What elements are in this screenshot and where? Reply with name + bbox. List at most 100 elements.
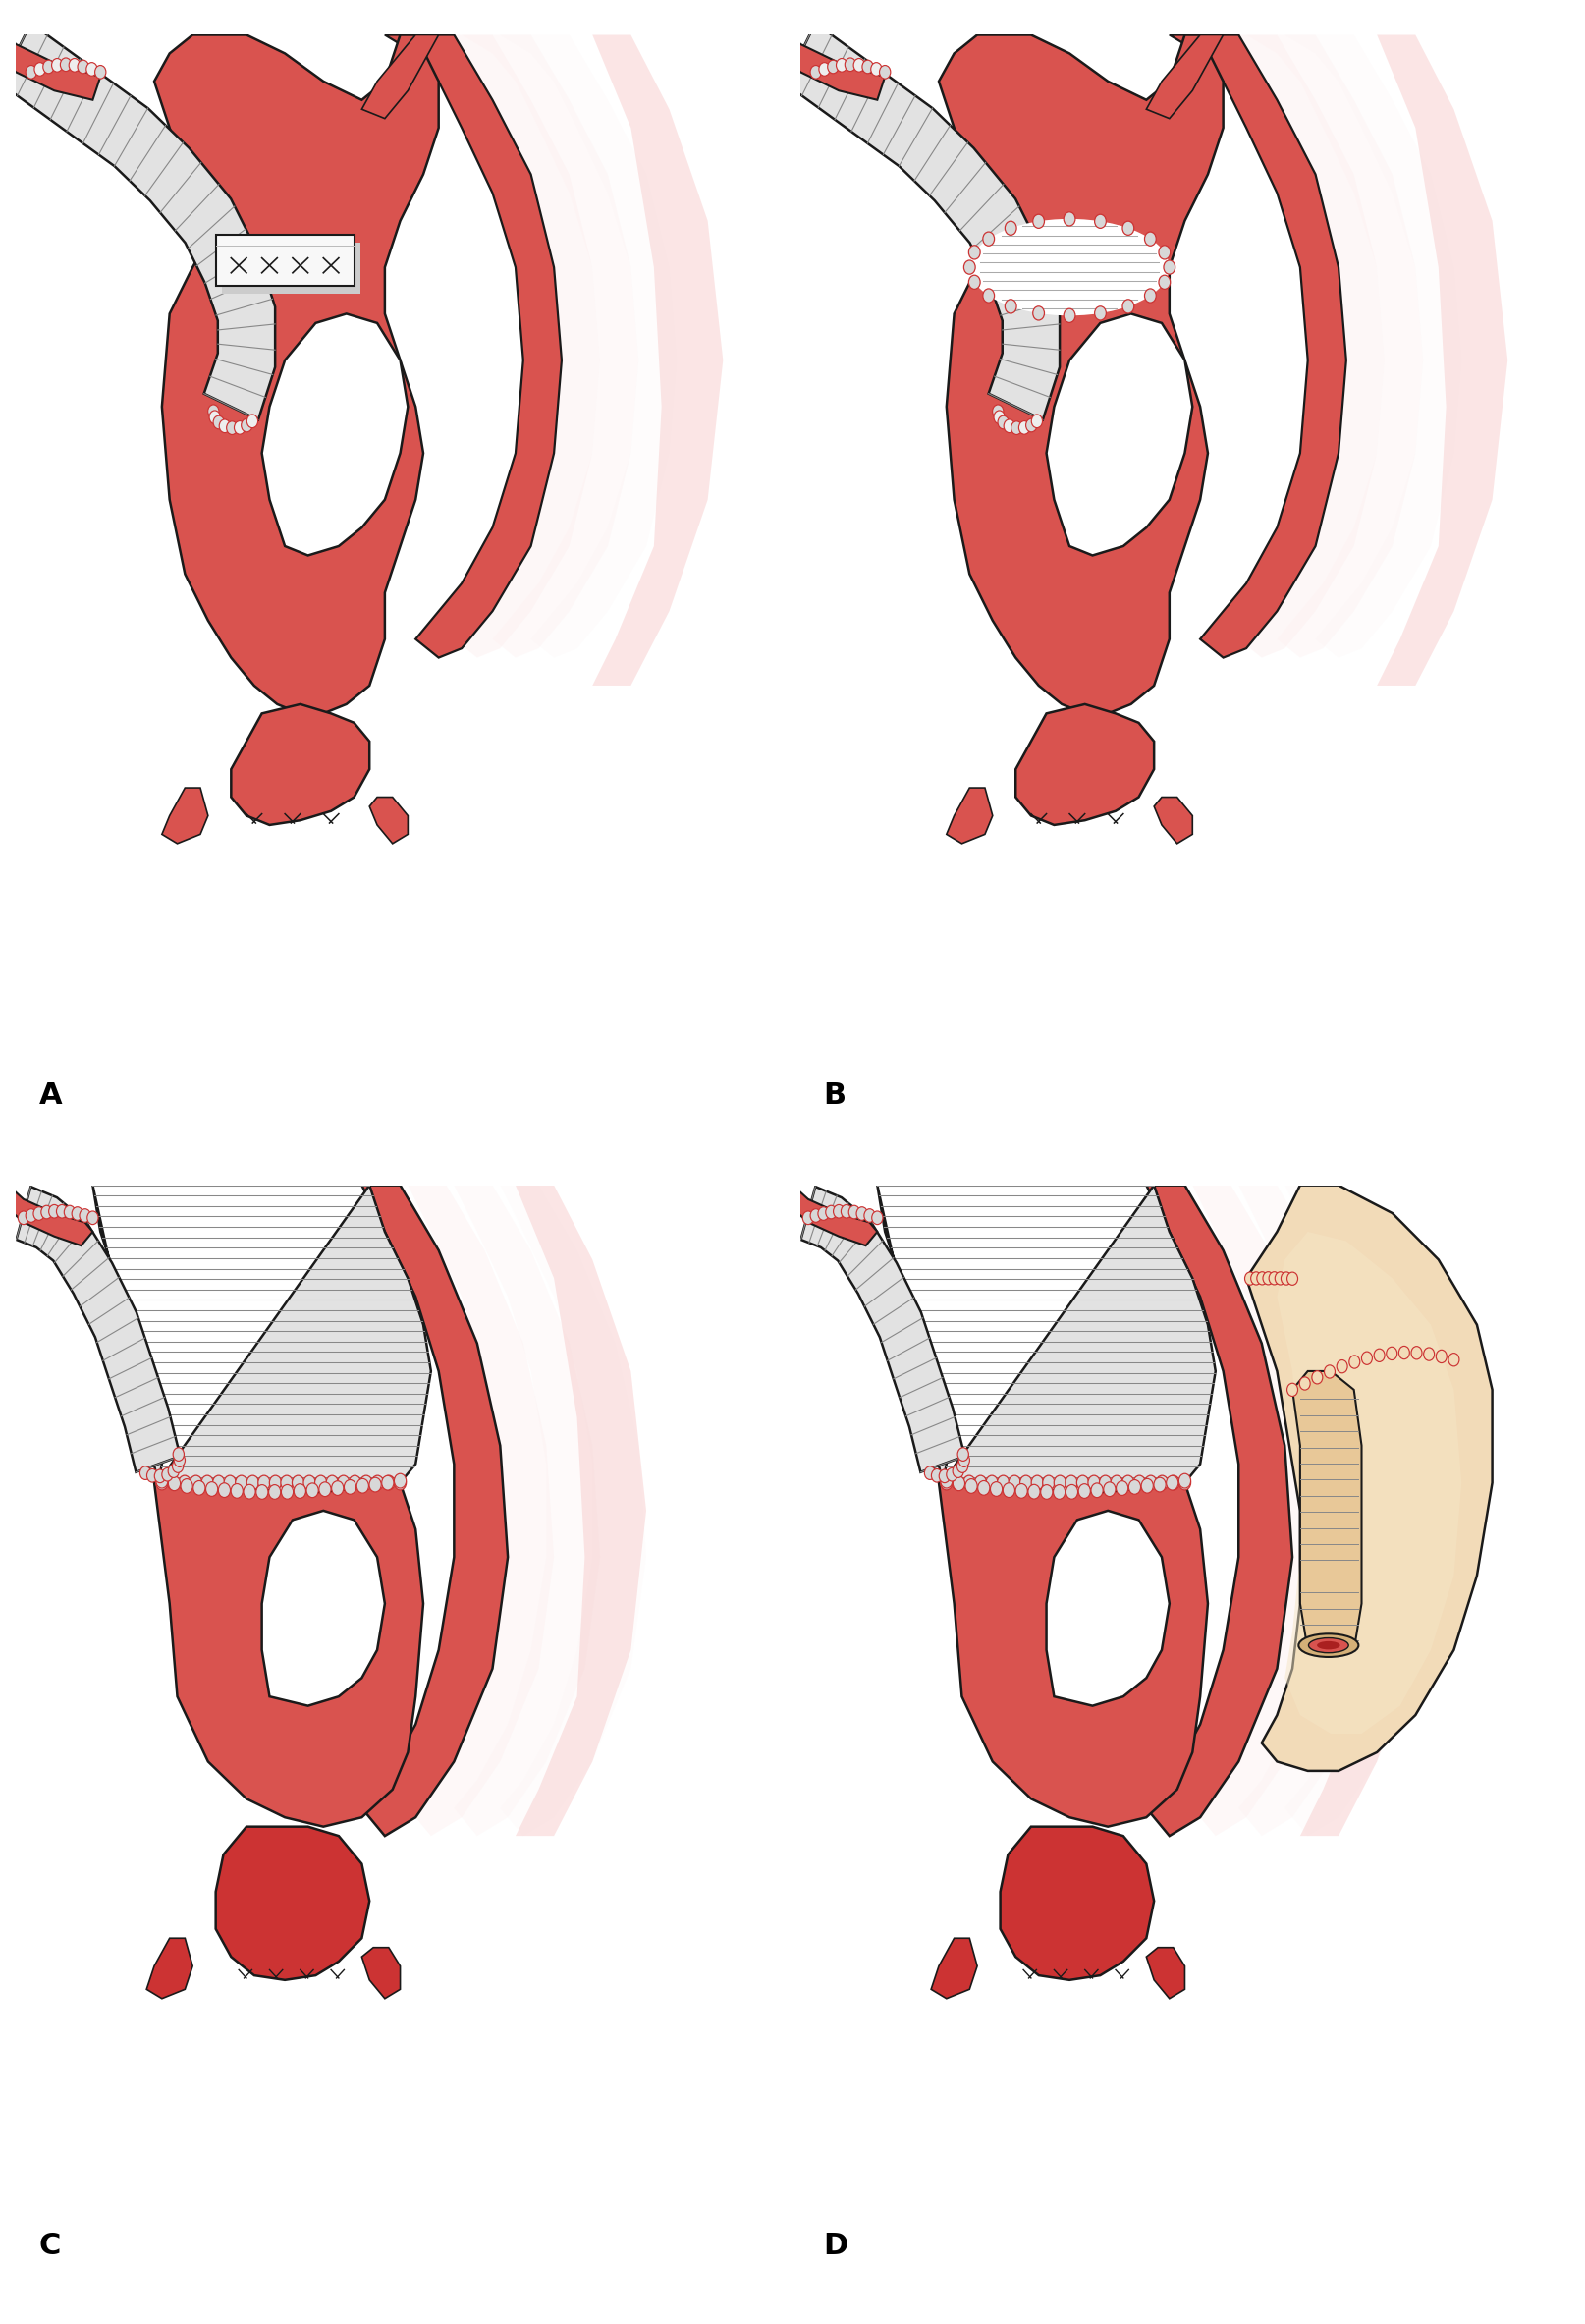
Circle shape	[880, 65, 891, 79]
Circle shape	[1387, 1348, 1396, 1360]
Circle shape	[1003, 1483, 1014, 1497]
Circle shape	[41, 1206, 52, 1218]
Circle shape	[52, 58, 63, 72]
Circle shape	[1411, 1346, 1422, 1360]
Circle shape	[1159, 246, 1170, 260]
Circle shape	[810, 1208, 821, 1222]
Circle shape	[223, 1476, 236, 1490]
Circle shape	[1019, 421, 1030, 435]
Circle shape	[1054, 1476, 1067, 1490]
Circle shape	[940, 1476, 953, 1490]
Circle shape	[25, 65, 36, 79]
Circle shape	[293, 1483, 306, 1499]
Polygon shape	[162, 788, 208, 844]
Polygon shape	[1146, 1185, 1292, 1836]
Circle shape	[1032, 414, 1043, 428]
Circle shape	[1281, 1271, 1292, 1285]
Polygon shape	[1278, 1232, 1461, 1734]
Circle shape	[371, 1476, 384, 1490]
Polygon shape	[361, 1325, 415, 1464]
Circle shape	[1111, 1476, 1122, 1490]
Circle shape	[1144, 1476, 1157, 1490]
Circle shape	[1025, 418, 1037, 432]
Circle shape	[818, 1206, 829, 1220]
Circle shape	[147, 1469, 158, 1483]
Polygon shape	[800, 1188, 965, 1471]
Circle shape	[269, 1485, 281, 1499]
Circle shape	[1167, 1476, 1178, 1490]
Circle shape	[214, 416, 223, 430]
Circle shape	[870, 63, 881, 77]
Polygon shape	[216, 1827, 369, 1980]
Circle shape	[1029, 1485, 1040, 1499]
Polygon shape	[1246, 1185, 1493, 1771]
Polygon shape	[154, 1464, 423, 1827]
Polygon shape	[8, 1185, 92, 1246]
Polygon shape	[1146, 1948, 1186, 1999]
Circle shape	[1090, 1483, 1103, 1497]
Circle shape	[201, 1476, 214, 1490]
Circle shape	[819, 63, 831, 77]
Circle shape	[139, 1466, 151, 1480]
Polygon shape	[1046, 314, 1192, 555]
Polygon shape	[262, 1511, 385, 1706]
Polygon shape	[2, 23, 276, 421]
Circle shape	[837, 58, 848, 72]
Polygon shape	[1146, 1325, 1200, 1464]
Circle shape	[219, 418, 230, 432]
Circle shape	[957, 1459, 968, 1473]
Circle shape	[1274, 1271, 1285, 1285]
Polygon shape	[930, 1938, 978, 1999]
Circle shape	[35, 63, 46, 77]
Circle shape	[924, 1466, 935, 1480]
Circle shape	[802, 1211, 813, 1225]
Polygon shape	[146, 1938, 193, 1999]
Polygon shape	[1146, 35, 1224, 119]
Circle shape	[983, 232, 994, 246]
Circle shape	[842, 1204, 853, 1218]
Circle shape	[1116, 1480, 1129, 1494]
Circle shape	[1362, 1353, 1373, 1364]
Circle shape	[1032, 1476, 1043, 1490]
Circle shape	[319, 1483, 331, 1497]
Circle shape	[87, 1211, 98, 1225]
Polygon shape	[515, 1185, 647, 1836]
Circle shape	[49, 1204, 60, 1218]
Circle shape	[244, 1485, 255, 1499]
Circle shape	[1011, 421, 1022, 435]
Circle shape	[1179, 1473, 1190, 1487]
Polygon shape	[8, 35, 100, 100]
Circle shape	[1374, 1348, 1385, 1362]
Circle shape	[946, 1469, 957, 1480]
Circle shape	[848, 1206, 859, 1218]
Polygon shape	[222, 242, 360, 293]
Circle shape	[208, 404, 219, 418]
Circle shape	[1129, 1480, 1141, 1494]
Polygon shape	[231, 704, 369, 825]
Circle shape	[964, 260, 975, 274]
Circle shape	[327, 1476, 338, 1490]
Circle shape	[43, 60, 54, 74]
Circle shape	[78, 60, 89, 74]
Circle shape	[845, 58, 856, 72]
Circle shape	[231, 1483, 243, 1499]
Circle shape	[1008, 1476, 1021, 1490]
Text: C: C	[40, 2231, 60, 2261]
Circle shape	[953, 1476, 964, 1490]
Circle shape	[338, 1476, 349, 1490]
Circle shape	[978, 1480, 989, 1494]
Circle shape	[827, 60, 838, 74]
Circle shape	[179, 1476, 190, 1490]
Circle shape	[983, 288, 994, 302]
Circle shape	[953, 1476, 965, 1490]
Circle shape	[997, 1476, 1010, 1490]
Polygon shape	[1154, 797, 1192, 844]
Circle shape	[162, 1469, 173, 1480]
Circle shape	[1122, 300, 1133, 314]
Polygon shape	[361, 35, 439, 119]
Circle shape	[281, 1485, 293, 1499]
Circle shape	[235, 421, 246, 435]
Circle shape	[155, 1476, 168, 1490]
Ellipse shape	[1317, 1641, 1339, 1650]
Circle shape	[1122, 221, 1133, 235]
